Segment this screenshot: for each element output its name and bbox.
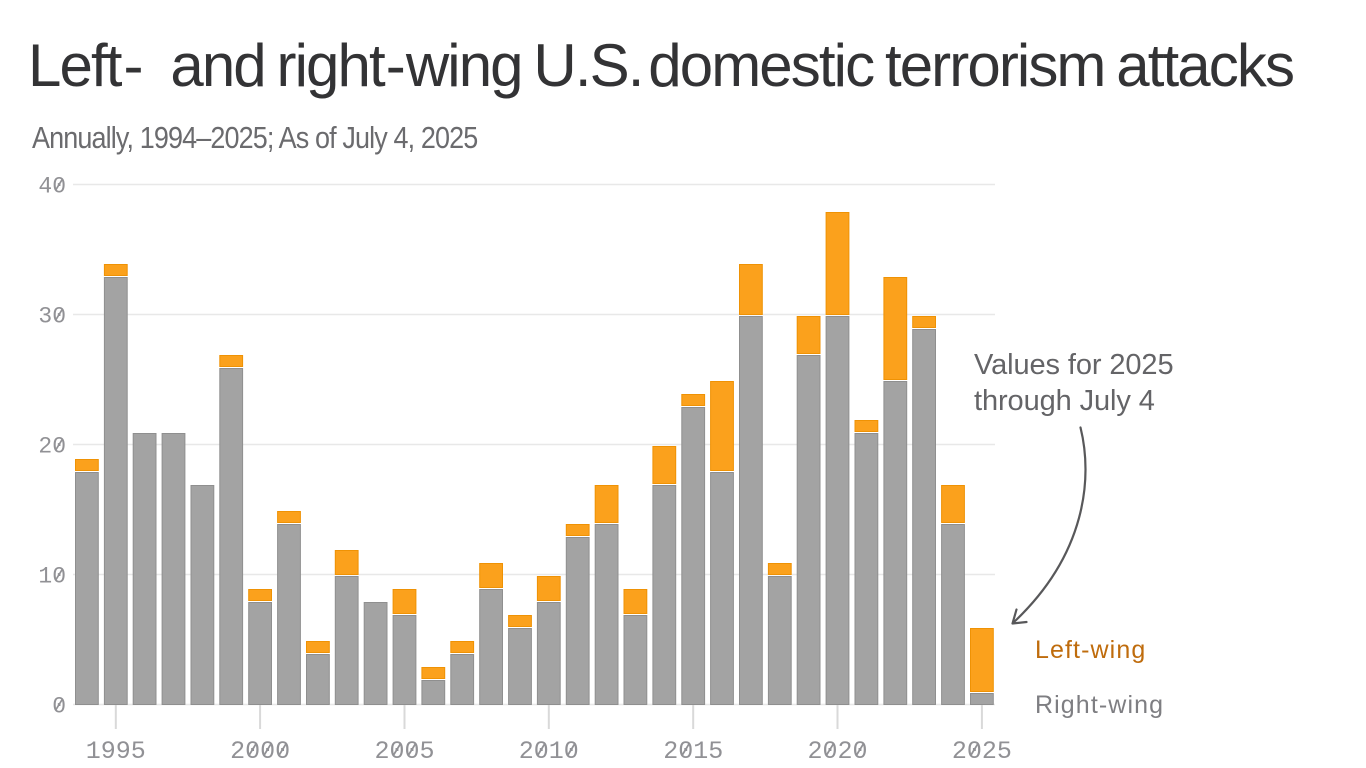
svg-text:10: 10 <box>38 563 66 589</box>
svg-text:1995: 1995 <box>86 737 146 766</box>
svg-text:2000: 2000 <box>230 737 290 766</box>
svg-text:2015: 2015 <box>663 737 723 766</box>
svg-text:2010: 2010 <box>519 737 579 766</box>
svg-text:2025: 2025 <box>952 737 1012 766</box>
svg-text:40: 40 <box>38 173 66 199</box>
svg-text:2020: 2020 <box>807 737 867 766</box>
svg-text:2005: 2005 <box>374 737 434 766</box>
svg-text:30: 30 <box>38 303 66 329</box>
svg-text:0: 0 <box>52 693 66 719</box>
svg-text:20: 20 <box>38 433 66 459</box>
